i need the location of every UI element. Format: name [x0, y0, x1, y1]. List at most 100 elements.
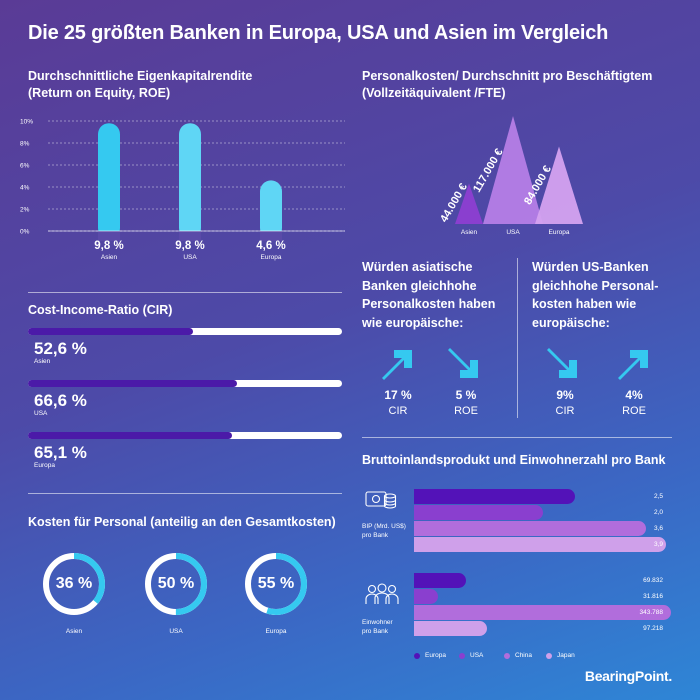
cir-bar — [28, 380, 238, 387]
roe-category-label: Asien — [101, 254, 118, 261]
legend-label: Japan — [557, 652, 575, 659]
donut-category-label: Asien — [65, 628, 83, 635]
cir-category-label: USA — [34, 410, 48, 417]
bip-value-label: 69.832 — [643, 577, 663, 584]
asia-question-line1: Würden asiatische — [362, 260, 473, 274]
kosten-title: Kosten für Personal (anteilig an den Ges… — [28, 515, 336, 529]
personal-cost-peak — [483, 116, 543, 224]
donut-category-label: Europa — [265, 628, 287, 635]
roe-value-label: 4,6 % — [256, 240, 285, 252]
arrow-shape — [448, 348, 478, 378]
metric-label: CIR — [388, 405, 408, 417]
legend-item: Japan — [546, 652, 575, 659]
cir-value-label: 65,1 % — [34, 443, 87, 462]
roe-y-tick-label: 8% — [20, 141, 30, 148]
legend-item: China — [504, 652, 532, 659]
people-group-icon — [365, 583, 399, 604]
donut-value-label: 50 % — [157, 575, 195, 592]
roe-value-label: 9,8 % — [175, 240, 204, 252]
bip-bar — [414, 489, 576, 504]
roe-bar-base — [179, 231, 201, 241]
roe-y-tick-label: 0% — [20, 229, 30, 236]
roe-title: Durchschnittliche Eigenkapitalrendite (R… — [28, 68, 252, 102]
cir-bar — [28, 432, 233, 439]
page-title: Die 25 größten Banken in Europa, USA und… — [28, 22, 609, 44]
einwohner-group-label: Einwohner pro Bank — [362, 618, 393, 636]
roe-title-line1: Durchschnittliche Eigenkapitalrendite — [28, 69, 253, 83]
cir-value-label: 66,6 % — [34, 391, 87, 410]
cir-category-label: Europa — [34, 462, 55, 469]
donut-segment — [145, 553, 207, 615]
kosten-donut: 36 % — [42, 552, 106, 616]
donut-segment — [43, 553, 105, 615]
legend-swatch — [414, 652, 420, 659]
asia-question-line4: wie europäische: — [362, 315, 464, 330]
bip-group-label-line2: pro Bank — [362, 532, 389, 539]
legend-label: China — [515, 652, 532, 659]
roe-bar — [179, 123, 201, 239]
metric-value: 4% — [625, 388, 643, 402]
bip-bar — [414, 505, 543, 520]
metric-value: 9% — [556, 388, 574, 402]
cir-category-label: Asien — [34, 358, 51, 365]
personal-title-line2: (Vollzeitäquivalent /FTE) — [362, 86, 506, 100]
us-question-line4: europäische: — [532, 315, 610, 330]
us-question: Würden US-Banken gleichhohe Personal- ko… — [532, 258, 658, 332]
donut-ring — [43, 553, 105, 615]
kosten-donut: 55 % — [244, 552, 308, 616]
roe-y-tick-label: 2% — [20, 207, 30, 214]
roe-bar — [98, 123, 120, 239]
asia-question-line3: Personalkosten haben — [362, 297, 496, 311]
money-coins-icon — [365, 491, 397, 509]
cir-title: Cost-Income-Ratio (CIR) — [28, 303, 173, 317]
bip-value-label: 3,6 — [653, 525, 663, 532]
bip-bar — [414, 537, 666, 552]
bip-group-label-line1: BIP (Mrd. US$) — [362, 523, 406, 530]
legend-item: USA — [459, 652, 483, 659]
divider-questions — [517, 258, 518, 418]
bip-value-label: 31.816 — [643, 593, 663, 600]
asia-question-line2: Banken gleichhohe — [362, 278, 477, 293]
metric-label: ROE — [454, 405, 478, 417]
metric-value: 17 % — [384, 388, 412, 402]
cir-track — [28, 380, 342, 387]
roe-y-tick-label: 6% — [20, 163, 30, 170]
bip-bar — [414, 605, 672, 620]
divider-roe-cir — [28, 292, 342, 293]
arrow-down-right-icon — [448, 348, 478, 378]
us-question-line1: Würden US-Banken — [532, 260, 649, 274]
roe-y-tick-label: 10% — [20, 119, 33, 126]
personal-cost-category-label: Asien — [461, 229, 478, 236]
bip-group-label: BIP (Mrd. US$) pro Bank — [362, 522, 406, 540]
donut-value-label: 55 % — [257, 575, 295, 592]
arrow-down-right-icon — [547, 348, 577, 378]
legend-swatch — [546, 652, 552, 659]
personal-cost-category-label: Europa — [549, 229, 570, 236]
bip-value-label: 343.788 — [639, 609, 664, 616]
donut-segment — [245, 553, 307, 615]
roe-value-label: 9,8 % — [94, 240, 123, 252]
metric-label: CIR — [555, 405, 575, 417]
personal-cost-category-label: USA — [506, 229, 520, 236]
bip-bar — [414, 589, 438, 604]
cir-track — [28, 432, 342, 439]
legend-swatch — [504, 652, 510, 659]
bip-title: Bruttoinlandsprodukt und Einwohnerzahl p… — [362, 453, 666, 467]
metric-label: ROE — [622, 405, 646, 417]
bip-value-label: 97.218 — [643, 625, 663, 632]
us-question-line2: gleichhohe Personal- — [532, 278, 659, 293]
arrow-shape — [547, 348, 577, 378]
personal-title-line1: Personalkosten/ Durchschnitt pro Beschäf… — [362, 69, 653, 83]
bearingpoint-logo: BearingPoint. — [584, 668, 672, 684]
cir-track — [28, 328, 342, 335]
donut-value-label: 36 % — [55, 575, 93, 592]
bip-value-label: 2,0 — [653, 509, 663, 516]
arrow-shape — [618, 350, 648, 380]
divider-questions-bip — [362, 437, 672, 438]
personal-cost-peak — [535, 146, 583, 224]
bip-value-label: 2,5 — [653, 493, 663, 500]
roe-y-tick-label: 4% — [20, 185, 30, 192]
roe-bar-base — [260, 231, 282, 241]
bip-bar — [414, 573, 467, 588]
personal-title: Personalkosten/ Durchschnitt pro Beschäf… — [362, 68, 652, 102]
